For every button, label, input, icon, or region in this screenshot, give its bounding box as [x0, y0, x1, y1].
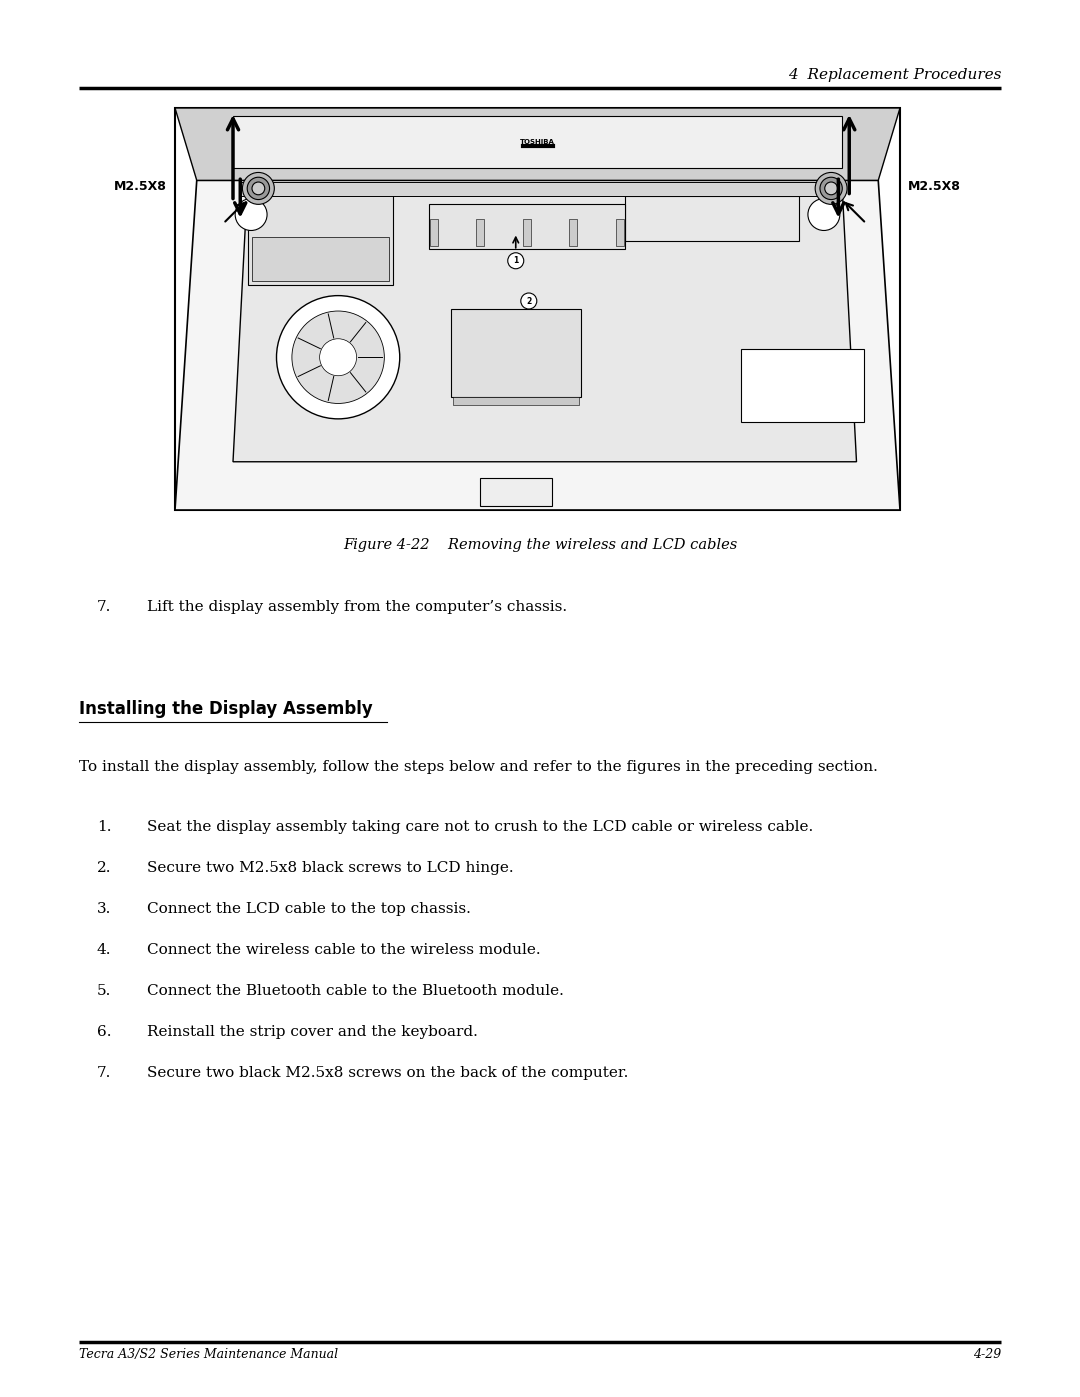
Text: Reinstall the strip cover and the keyboard.: Reinstall the strip cover and the keyboa… — [147, 1025, 477, 1039]
Circle shape — [242, 172, 274, 204]
Bar — [252, 237, 389, 281]
Text: 4  Replacement Procedures: 4 Replacement Procedures — [787, 68, 1001, 82]
Text: Seat the display assembly taking care not to crush to the LCD cable or wireless : Seat the display assembly taking care no… — [147, 820, 813, 834]
Bar — [523, 219, 530, 246]
Text: Secure two M2.5x8 black screws to LCD hinge.: Secure two M2.5x8 black screws to LCD hi… — [147, 861, 513, 875]
Circle shape — [320, 338, 356, 376]
Text: 6.: 6. — [97, 1025, 111, 1039]
Polygon shape — [233, 184, 856, 462]
Text: TOSHIBA: TOSHIBA — [521, 140, 555, 145]
Text: 1.: 1. — [97, 820, 111, 834]
Text: M2.5X8: M2.5X8 — [114, 180, 167, 193]
Circle shape — [252, 182, 265, 194]
Bar — [175, 108, 900, 510]
Bar — [430, 219, 437, 246]
Text: 1: 1 — [513, 256, 518, 265]
Text: 2: 2 — [526, 296, 531, 306]
Text: 7.: 7. — [97, 1066, 111, 1080]
Circle shape — [508, 253, 524, 268]
Circle shape — [235, 198, 267, 231]
Text: Connect the LCD cable to the top chassis.: Connect the LCD cable to the top chassis… — [147, 902, 471, 916]
Text: 3.: 3. — [97, 902, 111, 916]
Text: Secure two black M2.5x8 screws on the back of the computer.: Secure two black M2.5x8 screws on the ba… — [147, 1066, 629, 1080]
Circle shape — [276, 296, 400, 419]
Bar — [240, 183, 835, 197]
Text: Connect the Bluetooth cable to the Bluetooth module.: Connect the Bluetooth cable to the Bluet… — [147, 983, 564, 997]
Text: 2.: 2. — [97, 861, 111, 875]
Bar — [476, 219, 484, 246]
Polygon shape — [175, 180, 900, 510]
Bar — [453, 397, 579, 405]
Bar — [741, 349, 864, 422]
Circle shape — [815, 172, 847, 204]
Circle shape — [808, 198, 840, 231]
Circle shape — [521, 293, 537, 309]
Bar — [616, 219, 623, 246]
Text: 4-29: 4-29 — [973, 1348, 1001, 1361]
Polygon shape — [175, 108, 900, 180]
Bar — [624, 197, 798, 240]
Text: To install the display assembly, follow the steps below and refer to the figures: To install the display assembly, follow … — [79, 760, 878, 774]
Text: Figure 4-22    Removing the wireless and LCD cables: Figure 4-22 Removing the wireless and LC… — [342, 538, 738, 552]
Circle shape — [825, 182, 837, 194]
Circle shape — [247, 177, 270, 200]
Bar — [480, 478, 552, 506]
Bar — [429, 204, 624, 249]
Bar — [233, 116, 842, 168]
Text: 4.: 4. — [97, 943, 111, 957]
Text: Connect the wireless cable to the wireless module.: Connect the wireless cable to the wirele… — [147, 943, 540, 957]
Text: Tecra A3/S2 Series Maintenance Manual: Tecra A3/S2 Series Maintenance Manual — [79, 1348, 338, 1361]
Bar — [569, 219, 577, 246]
Circle shape — [292, 312, 384, 404]
Text: M2.5X8: M2.5X8 — [908, 180, 961, 193]
Text: 7.: 7. — [97, 599, 111, 615]
Text: Lift the display assembly from the computer’s chassis.: Lift the display assembly from the compu… — [147, 599, 567, 615]
Text: 5.: 5. — [97, 983, 111, 997]
Text: Installing the Display Assembly: Installing the Display Assembly — [79, 700, 373, 718]
Circle shape — [820, 177, 842, 200]
Bar — [450, 309, 581, 397]
Bar — [247, 189, 392, 285]
